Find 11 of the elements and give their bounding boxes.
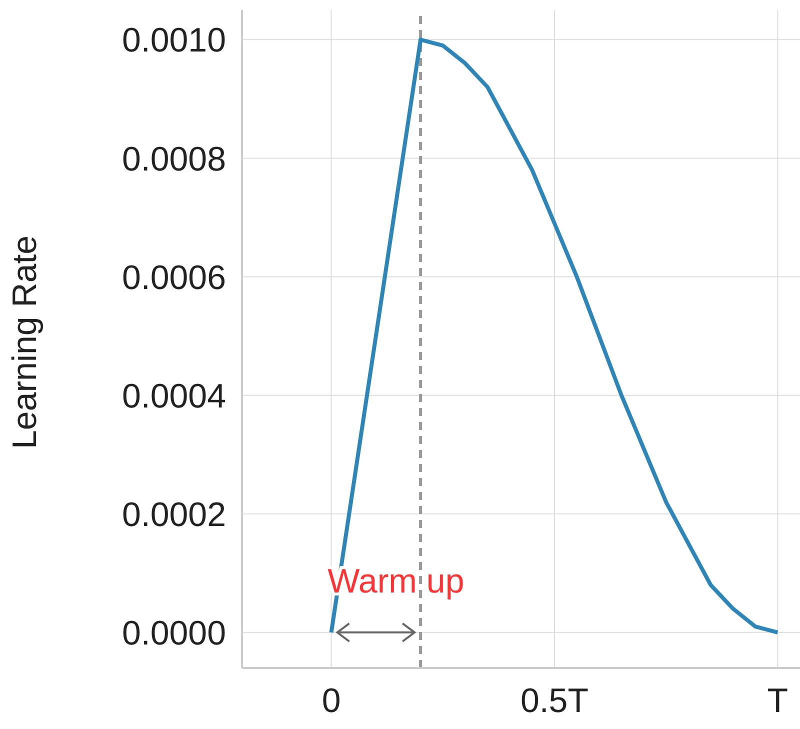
x-tick-label: T: [767, 682, 788, 720]
y-tick-label: 0.0000: [122, 614, 226, 652]
y-tick-label: 0.0004: [122, 377, 226, 416]
y-tick-label: 0.0006: [122, 258, 226, 297]
y-tick-label: 0.0002: [122, 496, 226, 534]
x-tick-label: 0.5T: [520, 682, 589, 720]
y-axis-title: Learning Rate: [6, 235, 44, 449]
x-tick-label: 0: [322, 682, 341, 720]
y-tick-label: 0.0008: [122, 140, 226, 178]
line-series: [329, 38, 780, 634]
y-tick-label: 0.0010: [122, 22, 226, 60]
